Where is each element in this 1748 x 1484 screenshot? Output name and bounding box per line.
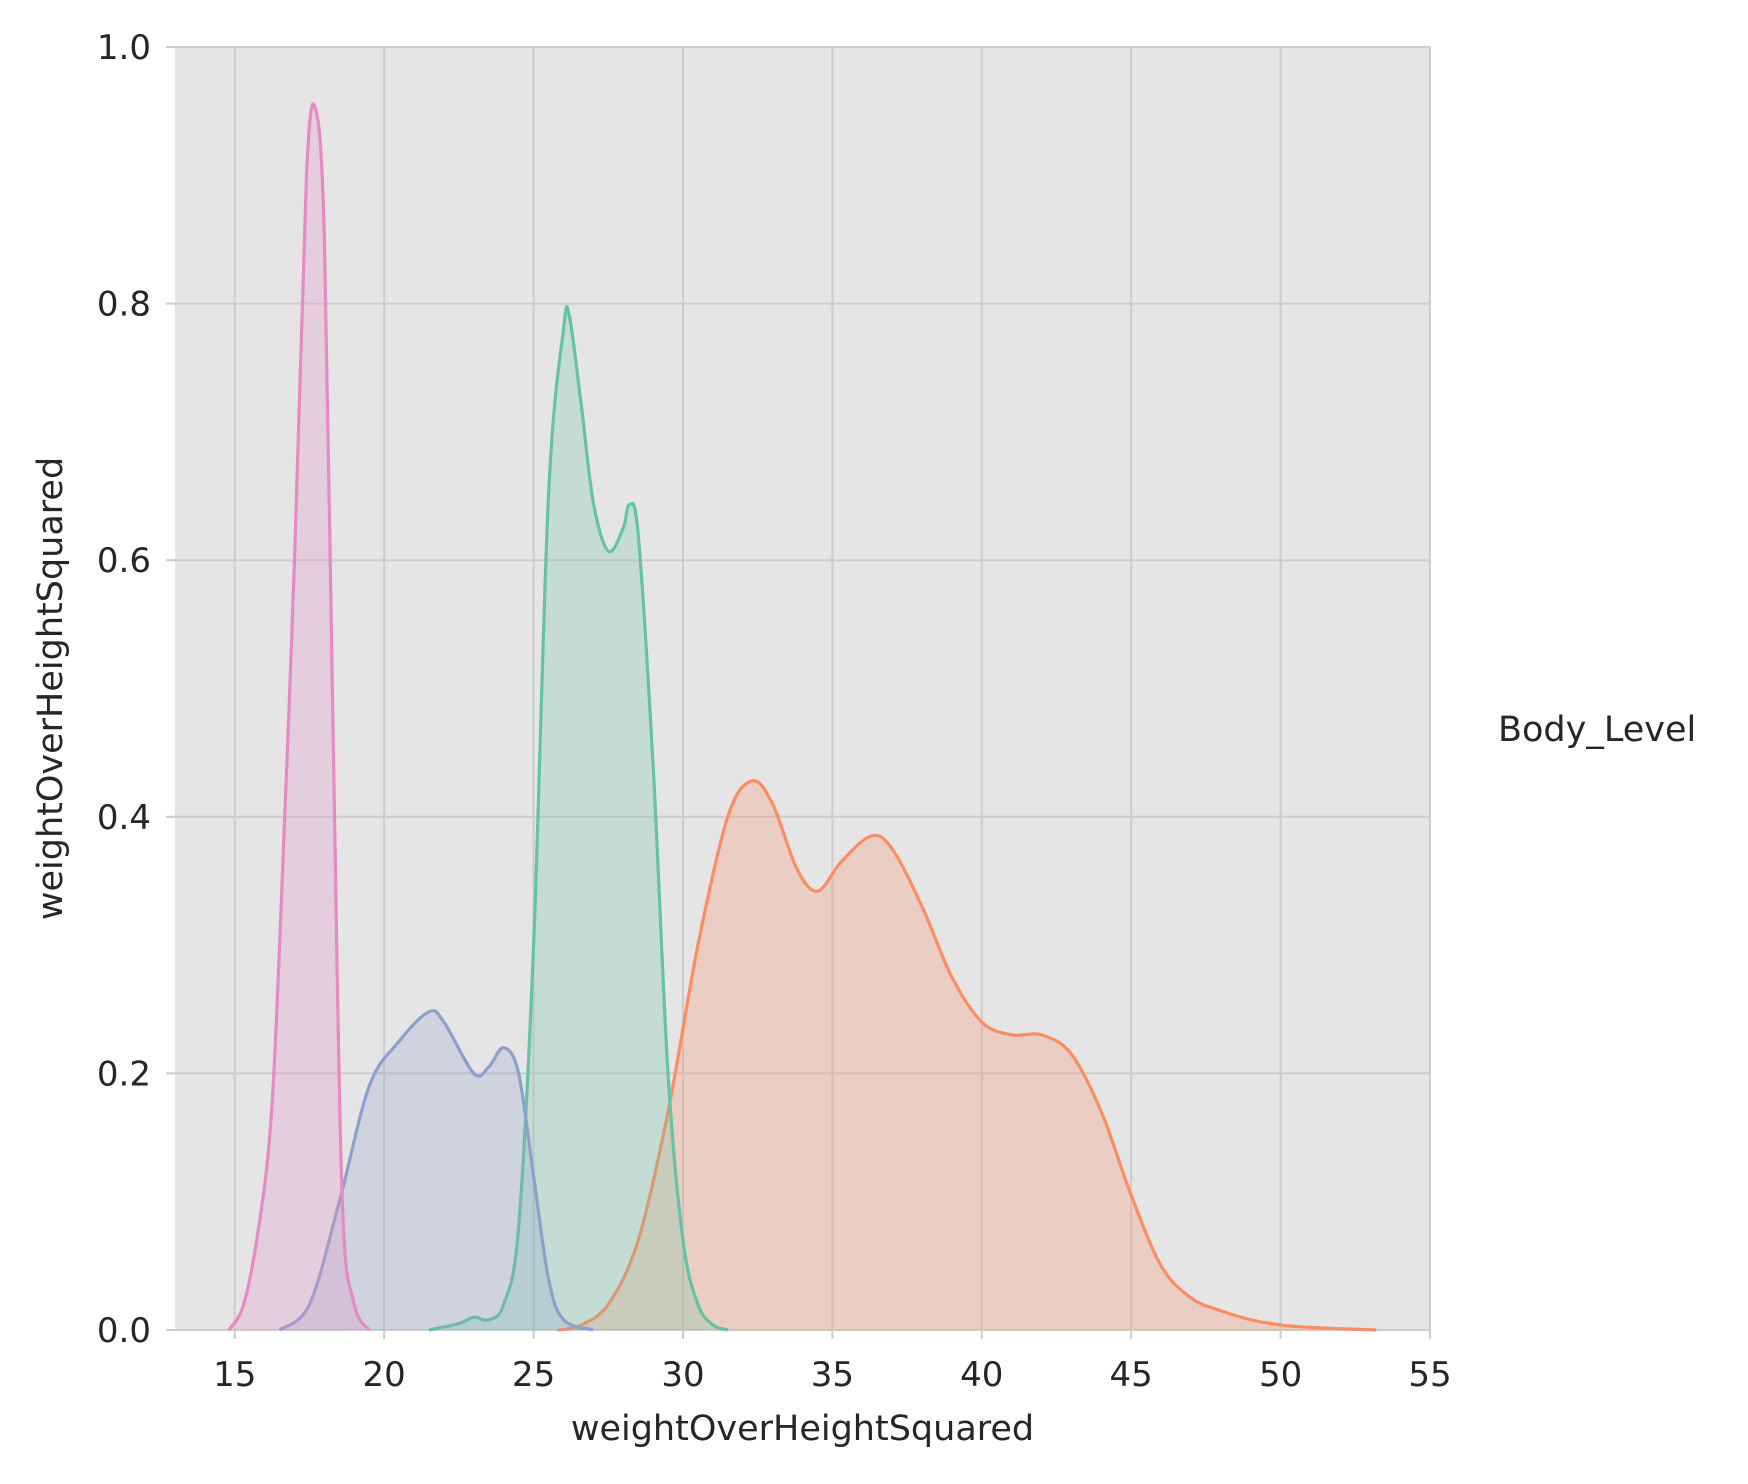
density-line [428,305,729,1332]
x-tick-label: 55 [1408,1355,1451,1395]
x-tick-label: 50 [1259,1355,1302,1395]
x-tick-label: 15 [213,1355,256,1395]
density-area [228,103,370,1331]
density-series-1 [557,779,1377,1332]
y-tick-label: 0.6 [97,541,151,581]
x-tick-label: 40 [960,1355,1003,1395]
y-axis-title: weightOverHeightSquared [31,457,71,920]
legend-title: Body_Level [1498,710,1696,750]
density-series [227,102,1377,1332]
density-area [429,306,728,1331]
density-series-2 [428,305,729,1332]
x-tick-label: 25 [512,1355,555,1395]
density-area [557,780,1377,1330]
y-tick-label: 1.0 [97,28,151,68]
density-area [279,1010,594,1330]
x-axis-title: weightOverHeightSquared [571,1409,1034,1449]
x-tick-label: 45 [1110,1355,1153,1395]
density-line [227,102,371,1331]
y-tick-label: 0.4 [97,798,151,838]
density-line [557,779,1377,1332]
y-tick-label: 0.2 [97,1054,151,1094]
x-tick-label: 30 [661,1355,704,1395]
tick-labels: 15 20 25 30 35 40 45 50 55 0.0 0.2 0.4 0.6 0.8 1.0 [97,28,1452,1395]
grid-lines [166,46,1431,1339]
y-tick-label: 0.0 [97,1311,151,1351]
y-tick-label: 0.8 [97,285,151,325]
x-tick-label: 20 [363,1355,406,1395]
x-tick-label: 35 [811,1355,854,1395]
density-series-4 [227,102,371,1331]
